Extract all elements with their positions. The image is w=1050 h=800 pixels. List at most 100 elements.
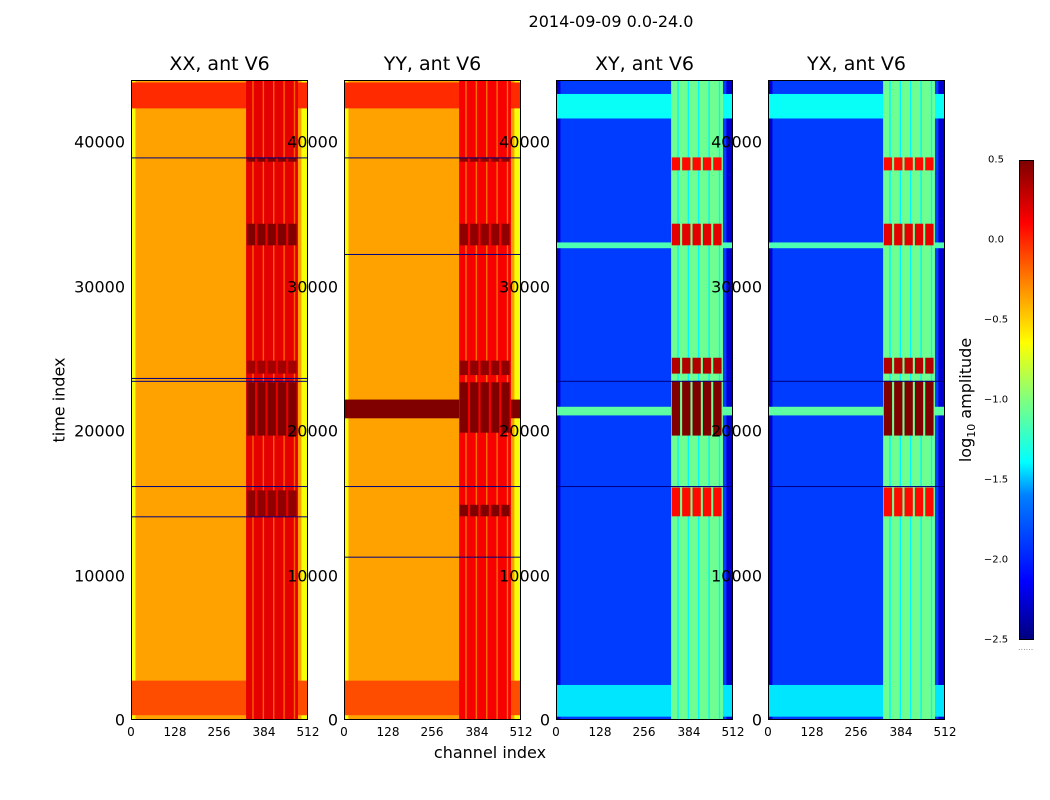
- x-tick-label: 256: [632, 725, 656, 739]
- event-cell: [246, 157, 256, 162]
- y-tick-label: 40000: [711, 132, 762, 152]
- event-cell: [925, 223, 934, 246]
- event-cell: [702, 487, 712, 517]
- y-tick-label: 10000: [711, 566, 762, 586]
- x-tick-label: 0: [340, 725, 348, 739]
- y-tick-label: 20000: [74, 421, 125, 441]
- event-cell: [914, 357, 924, 374]
- event-cell: [682, 487, 691, 517]
- y-tick-label: 40000: [74, 132, 125, 152]
- y-tick-label: 40000: [499, 132, 550, 152]
- y-tick-label: 10000: [74, 566, 125, 586]
- colorbar-label-subscript: 10: [965, 423, 979, 438]
- dark-line-cell: [132, 377, 307, 379]
- event-cell: [671, 357, 681, 374]
- event-cell: [692, 357, 701, 374]
- event-cell: [501, 223, 510, 246]
- band-edge-cell: [557, 81, 561, 719]
- heatmap-plot: [344, 80, 521, 720]
- event-cell: [904, 157, 913, 171]
- dark-line-cell: [769, 380, 944, 382]
- event-cell: [671, 223, 681, 246]
- event-cell: [257, 223, 266, 246]
- bright-row-cell: [557, 406, 732, 416]
- event-cell: [702, 380, 712, 436]
- event-cell: [692, 380, 701, 436]
- panel-xy: XY, ant V6 0 10000 20000 30000 40000 0 1…: [499, 53, 744, 739]
- dark-line-cell: [345, 556, 520, 558]
- colorbar-tick-label: −1.5: [983, 474, 1009, 486]
- event-cell: [883, 487, 893, 517]
- event-cell: [883, 157, 893, 171]
- panel-xx: XX, ant V6 0 10000 20000 30000 40000 0 1…: [74, 53, 319, 739]
- colorbar-tick-label: 0.5: [988, 154, 1004, 166]
- x-tick-label: 512: [721, 725, 745, 739]
- dark-line-cell: [132, 516, 307, 518]
- event-cell: [257, 360, 266, 374]
- x-tick-label: 384: [465, 725, 489, 739]
- event-cell: [914, 223, 924, 246]
- colorbar-extension: ......: [1018, 643, 1034, 652]
- x-tick-label: 0: [552, 725, 560, 739]
- bright-row-cell: [769, 406, 944, 416]
- panel-title: XY, ant V6: [595, 53, 694, 75]
- event-cell: [288, 382, 297, 436]
- x-tick-label: 128: [163, 725, 187, 739]
- event-cell: [883, 380, 893, 436]
- band-edge-cell: [132, 81, 136, 719]
- event-cell: [277, 490, 287, 517]
- heatmap-plot: [556, 80, 733, 720]
- heatmap-image: [132, 81, 307, 719]
- x-tick-label: 384: [252, 725, 276, 739]
- y-tick-label: 40000: [287, 132, 338, 152]
- event-cell: [501, 360, 510, 376]
- y-tick-label: 20000: [499, 421, 550, 441]
- event-cell: [277, 360, 287, 374]
- event-cell: [288, 223, 297, 246]
- event-cell: [682, 157, 691, 171]
- event-cell: [671, 157, 681, 171]
- x-tick-label: 0: [127, 725, 135, 739]
- band-edge-cell: [938, 81, 944, 719]
- event-cell: [682, 380, 691, 436]
- x-tick-label: 0: [764, 725, 772, 739]
- event-cell: [490, 360, 500, 376]
- x-tick-label: 256: [207, 725, 231, 739]
- event-cell: [246, 223, 256, 246]
- event-cell: [883, 357, 893, 374]
- colorbar-tick-label: 0.0: [988, 234, 1004, 246]
- event-cell: [470, 157, 479, 162]
- band-edge-cell: [726, 81, 732, 719]
- y-tick-label: 20000: [287, 421, 338, 441]
- colorbar-tick-label: −0.5: [983, 314, 1009, 326]
- event-cell: [459, 360, 469, 376]
- x-tick-label: 128: [376, 725, 400, 739]
- event-cell: [894, 357, 903, 374]
- event-cell: [459, 382, 469, 433]
- x-tick-label: 512: [509, 725, 533, 739]
- event-cell: [904, 223, 913, 246]
- y-tick-label: 30000: [711, 277, 762, 297]
- event-cell: [277, 382, 287, 436]
- x-axis-label: channel index: [433, 743, 547, 762]
- event-cell: [904, 357, 913, 374]
- x-tick-label: 384: [889, 725, 913, 739]
- event-cell: [470, 360, 479, 376]
- dark-line-cell: [769, 486, 944, 488]
- colorbar-label: log10 amplitude: [956, 338, 978, 462]
- x-tick-label: 384: [677, 725, 701, 739]
- event-cell: [246, 360, 256, 374]
- dark-line-cell: [345, 157, 520, 159]
- event-cell: [480, 360, 489, 376]
- event-cell: [894, 157, 903, 171]
- event-cell: [257, 490, 266, 517]
- heatmap-image: [769, 81, 944, 719]
- dark-line-cell: [132, 380, 307, 382]
- event-cell: [470, 504, 479, 517]
- event-cell: [713, 357, 722, 374]
- event-cell: [682, 357, 691, 374]
- event-cell: [480, 223, 489, 246]
- event-cell: [713, 487, 722, 517]
- bright-row-cell: [557, 242, 732, 249]
- event-cell: [459, 157, 469, 162]
